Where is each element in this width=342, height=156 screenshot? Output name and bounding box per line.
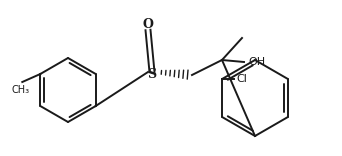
Text: Cl: Cl	[236, 74, 247, 84]
Text: O: O	[143, 19, 154, 32]
Text: OH: OH	[248, 57, 265, 67]
Text: CH₃: CH₃	[11, 85, 29, 95]
Text: S: S	[147, 68, 157, 80]
